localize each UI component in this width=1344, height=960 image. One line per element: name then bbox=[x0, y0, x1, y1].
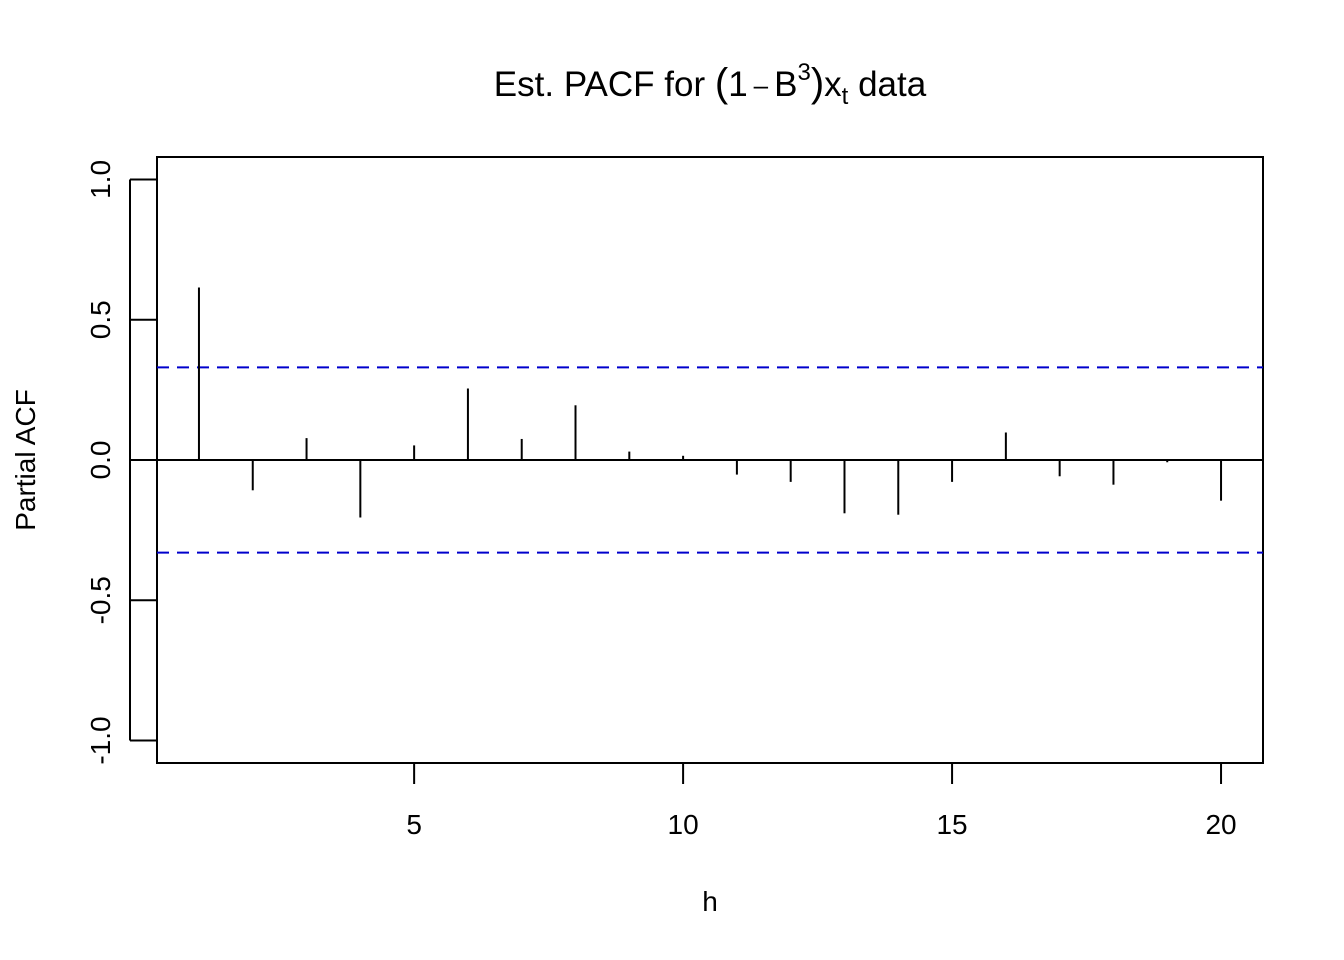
y-tick-label-0: -1.0 bbox=[85, 716, 116, 764]
y-tick-label-2: 0.0 bbox=[85, 441, 116, 480]
title-open-paren: ( bbox=[715, 61, 729, 105]
chart-title: Est. PACF for (1– B3)xt data bbox=[494, 59, 927, 110]
y-tick-label-3: 0.5 bbox=[85, 300, 116, 339]
title-exponent: 3 bbox=[797, 59, 810, 86]
x-axis-label: h bbox=[702, 886, 718, 917]
pacf-bars bbox=[197, 287, 1223, 518]
x-tick-label-20: 20 bbox=[1205, 809, 1236, 840]
x-tick-label-5: 5 bbox=[406, 809, 422, 840]
title-minus: – bbox=[754, 70, 769, 100]
title-suffix: data bbox=[848, 65, 926, 104]
y-tick-label-1: -0.5 bbox=[85, 576, 116, 624]
x-tick-label-15: 15 bbox=[936, 809, 967, 840]
title-subscript: t bbox=[842, 83, 849, 110]
title-prefix: Est. PACF for bbox=[494, 65, 715, 104]
y-axis-label: Partial ACF bbox=[10, 389, 41, 531]
title-one: 1 bbox=[728, 65, 747, 104]
title-x: x bbox=[824, 65, 842, 104]
confidence-bounds bbox=[157, 366, 1263, 554]
y-axis: -1.0 -0.5 0.0 0.5 1.0 bbox=[85, 160, 157, 765]
y-tick-label-4: 1.0 bbox=[85, 160, 116, 199]
title-b: B bbox=[774, 65, 797, 104]
title-close-paren: ) bbox=[811, 61, 824, 105]
x-tick-label-10: 10 bbox=[668, 809, 699, 840]
x-axis: 5 10 15 20 bbox=[406, 763, 1237, 840]
